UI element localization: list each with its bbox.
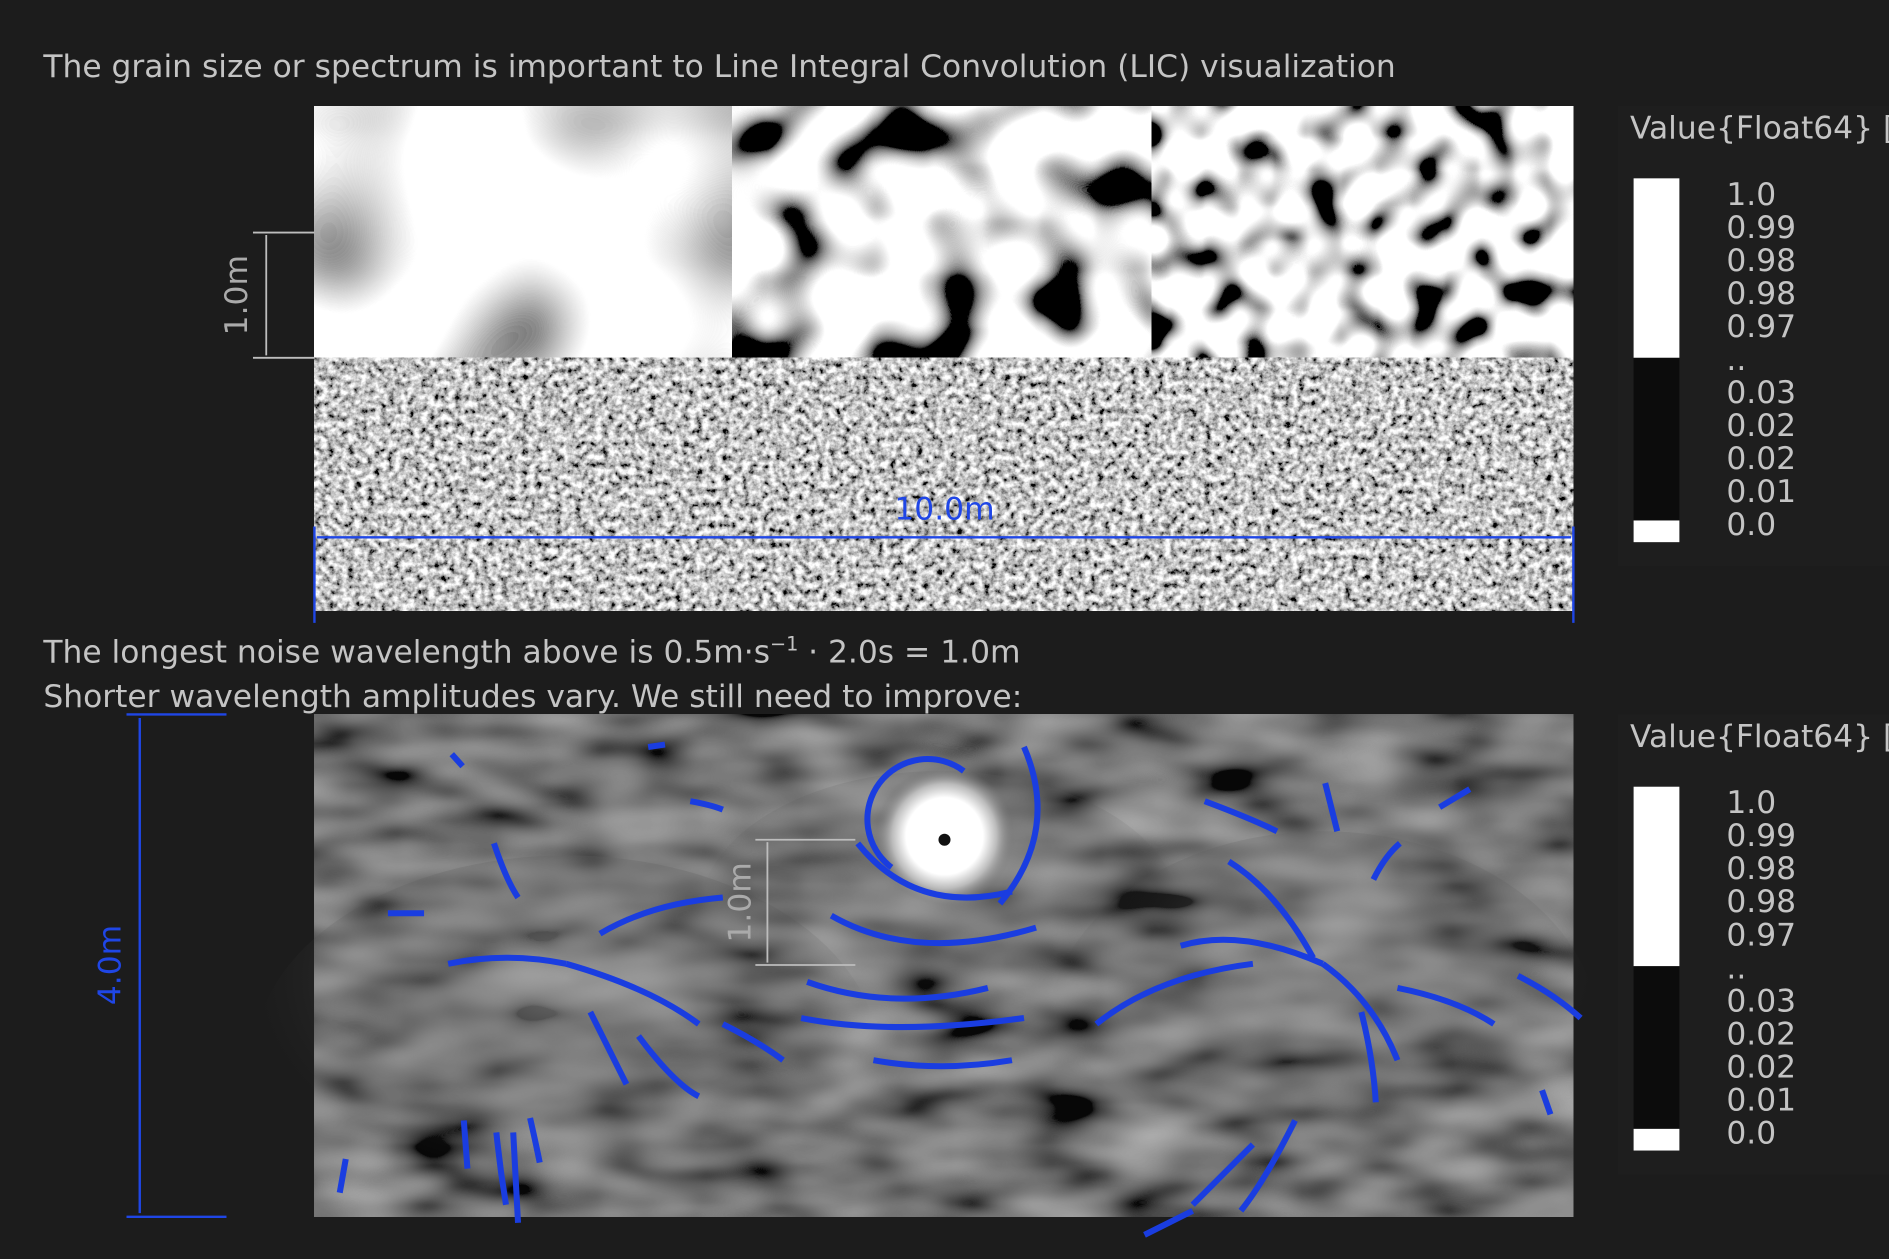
streamline [829, 913, 1037, 947]
legend-label: .. [1726, 342, 1746, 378]
streamline [1396, 984, 1496, 1027]
legend-label: 0.97 [1726, 309, 1796, 345]
streamline [1322, 782, 1341, 833]
streamline [1190, 1142, 1256, 1207]
streamline [598, 894, 724, 937]
legend-label: 0.0 [1726, 1115, 1776, 1151]
colorbar-end [1633, 520, 1680, 543]
streamline [1358, 1011, 1379, 1103]
streamline [449, 752, 465, 769]
legend-label: 0.0 [1726, 507, 1776, 543]
streamline [855, 841, 1013, 901]
dim-label: 4.0m [92, 925, 128, 1005]
streamline [493, 1132, 509, 1206]
noise-fine [314, 357, 1574, 611]
note: Shorter wavelength amplitudes vary. We s… [43, 679, 1022, 715]
streamline [872, 1057, 1013, 1070]
streamline [721, 1021, 785, 1063]
streamline [527, 1117, 543, 1164]
streamline [1227, 858, 1316, 960]
legend-label: .. [1726, 950, 1746, 986]
legend-label: 0.01 [1726, 474, 1796, 510]
colorbar-high [1633, 178, 1680, 358]
streamline [1094, 960, 1254, 1027]
streamline [447, 954, 567, 967]
superscript: −1 [770, 633, 798, 656]
legend: Value{Float64} []1.00.990.980.980.97..0.… [1617, 714, 1889, 1175]
streamline [491, 842, 521, 900]
dim-label: 10.0m [894, 491, 994, 527]
noise-tile [314, 106, 733, 358]
legend-label: 0.02 [1726, 1016, 1796, 1052]
streamline [1238, 1119, 1298, 1213]
legend-label: 0.02 [1726, 1049, 1796, 1085]
streamline [864, 756, 966, 870]
streamline [1516, 973, 1583, 1021]
legend-label: 0.98 [1726, 884, 1796, 920]
legend-label: 1.0 [1726, 785, 1776, 821]
legend-label: 0.98 [1726, 851, 1796, 887]
streamline [587, 1010, 630, 1086]
lic-image [253, 714, 1600, 1259]
streamline [1370, 841, 1402, 881]
legend-title: Value{Float64} [] [1630, 111, 1889, 147]
streamline [510, 1132, 522, 1223]
streamline [460, 1120, 471, 1169]
colorbar-high [1633, 786, 1680, 967]
legend-label: 0.01 [1726, 1082, 1796, 1118]
lic-fan [1045, 831, 1600, 1241]
height-dimension: 1.0m [219, 231, 315, 359]
legend-label: 0.02 [1726, 441, 1796, 477]
legend-label: 0.03 [1726, 375, 1796, 411]
colorbar-low [1633, 966, 1680, 1129]
legend-label: 0.03 [1726, 983, 1796, 1019]
streamline [1438, 786, 1472, 810]
legend-label: 0.02 [1726, 408, 1796, 444]
dim-label: 1.0m [219, 255, 255, 335]
legend-title: Value{Float64} [] [1630, 719, 1889, 755]
legend: Value{Float64} []1.00.990.980.980.97..0.… [1617, 106, 1889, 567]
streamline [806, 979, 989, 1002]
note-text: The longest noise wavelength above is 0.… [42, 635, 770, 671]
streamline [1539, 1089, 1554, 1116]
streamline [689, 798, 724, 813]
title: The grain size or spectrum is important … [42, 49, 1395, 85]
legend-label: 0.99 [1726, 210, 1796, 246]
noise-tile [1151, 106, 1574, 358]
legend-label: 0.98 [1726, 276, 1796, 312]
legend-label: 1.0 [1726, 177, 1776, 213]
streamline [800, 1015, 1025, 1031]
streamlines [336, 741, 1583, 1238]
streamline [647, 741, 666, 750]
colorbar-low [1633, 357, 1680, 521]
height-dimension: 4.0m [92, 713, 227, 1219]
streamline [565, 960, 701, 1027]
streamline [997, 745, 1041, 906]
note: The longest noise wavelength above is 0.… [42, 633, 1020, 671]
legend-label: 0.98 [1726, 243, 1796, 279]
streamline [1203, 798, 1279, 834]
streamline [1143, 1208, 1195, 1238]
dim-label: 1.0m [723, 862, 759, 942]
streamline [1179, 936, 1324, 967]
vortex-center [938, 833, 951, 846]
note-text: · 2.0s = 1.0m [808, 635, 1020, 671]
width-dimension: 10.0m [313, 491, 1575, 623]
legend-label: 0.99 [1726, 818, 1796, 854]
noise-tile [732, 106, 1152, 358]
colorbar-end [1633, 1128, 1680, 1151]
streamline [1321, 961, 1401, 1062]
legend-label: 0.97 [1726, 917, 1796, 953]
inner-dimension: 1.0m [723, 838, 856, 966]
streamline [636, 1034, 701, 1100]
streamline [336, 1158, 349, 1194]
